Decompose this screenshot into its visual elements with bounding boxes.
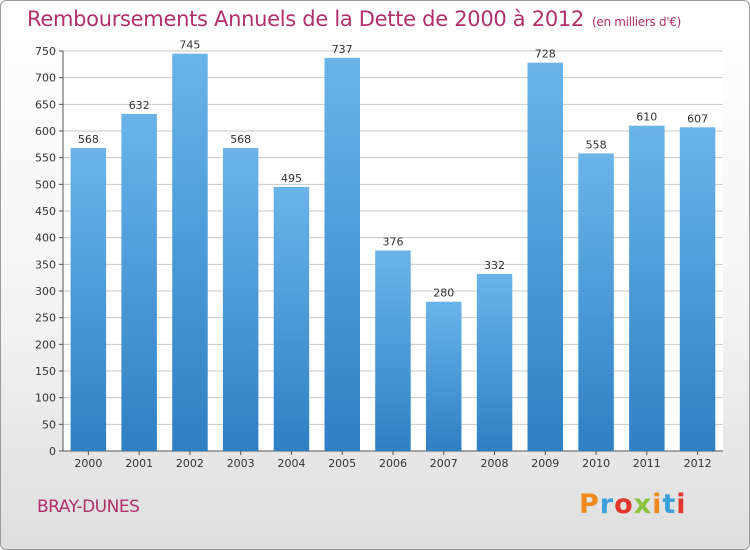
- bar-value-label: 737: [332, 43, 353, 56]
- y-tick-label: 650: [35, 98, 56, 111]
- y-tick-label: 450: [35, 205, 56, 218]
- logo-letter: i: [676, 489, 687, 520]
- y-tick-label: 700: [35, 72, 56, 85]
- y-tick-label: 100: [35, 392, 56, 405]
- logo-letter: o: [614, 489, 634, 520]
- y-tick-label: 0: [49, 445, 56, 458]
- x-tick-label: 2004: [278, 457, 306, 470]
- bar-2004: [273, 187, 310, 451]
- bar-value-label: 728: [535, 48, 556, 61]
- chart-unit: (en milliers d'€): [592, 15, 682, 29]
- x-tick-label: 2007: [430, 457, 458, 470]
- bar-2006: [375, 250, 411, 451]
- logo-letter: t: [662, 489, 677, 520]
- y-tick-label: 600: [35, 125, 56, 138]
- logo-letter: i: [652, 489, 663, 520]
- bar-value-label: 607: [687, 112, 708, 125]
- bar-2000: [70, 148, 107, 451]
- x-tick-label: 2005: [328, 457, 356, 470]
- logo-letter: P: [579, 489, 600, 520]
- bar-2007: [426, 301, 462, 451]
- bar-value-label: 558: [586, 138, 607, 151]
- chart-title: Remboursements Annuels de la Dette de 20…: [27, 7, 681, 31]
- x-tick-label: 2011: [633, 457, 661, 470]
- bar-2005: [324, 57, 360, 452]
- y-tick-label: 250: [35, 312, 56, 325]
- proxiti-logo: Proxiti: [579, 489, 687, 520]
- x-tick-label: 2009: [531, 457, 559, 470]
- x-tick-label: 2000: [74, 457, 102, 470]
- y-tick-label: 200: [35, 338, 56, 351]
- x-tick-label: 2001: [125, 457, 153, 470]
- y-tick-label: 50: [42, 418, 56, 431]
- bar-2001: [121, 113, 157, 452]
- bar-value-label: 376: [383, 236, 404, 249]
- city-name: BRAY-DUNES: [37, 497, 140, 517]
- x-tick-label: 2010: [582, 457, 610, 470]
- bar-value-label: 610: [636, 111, 657, 124]
- x-tick-label: 2008: [481, 457, 509, 470]
- bar-2012: [679, 127, 716, 452]
- logo-letter: r: [599, 489, 615, 520]
- bar-2003: [222, 148, 259, 451]
- bar-value-label: 568: [230, 133, 251, 146]
- bar-value-label: 632: [129, 99, 150, 112]
- bar-value-label: 280: [433, 287, 454, 300]
- bar-2009: [527, 62, 563, 451]
- y-tick-label: 300: [35, 285, 56, 298]
- chart-title-text: Remboursements Annuels de la Dette de 20…: [27, 7, 584, 31]
- logo-letter: x: [633, 489, 653, 520]
- y-tick-label: 750: [35, 45, 56, 58]
- bar-2008: [476, 273, 513, 451]
- bar-2002: [172, 53, 208, 451]
- y-tick-label: 350: [35, 258, 56, 271]
- bar-value-label: 495: [281, 172, 302, 185]
- x-tick-label: 2002: [176, 457, 204, 470]
- bar-2011: [629, 125, 665, 451]
- bar-value-label: 745: [179, 39, 200, 52]
- x-tick-label: 2003: [227, 457, 255, 470]
- y-tick-label: 500: [35, 178, 56, 191]
- y-tick-label: 150: [35, 365, 56, 378]
- x-tick-label: 2012: [684, 457, 712, 470]
- y-tick-label: 550: [35, 152, 56, 165]
- x-tick-label: 2006: [379, 457, 407, 470]
- bar-2010: [578, 153, 614, 451]
- y-tick-label: 400: [35, 232, 56, 245]
- bar-value-label: 332: [484, 259, 505, 272]
- bar-value-label: 568: [78, 133, 99, 146]
